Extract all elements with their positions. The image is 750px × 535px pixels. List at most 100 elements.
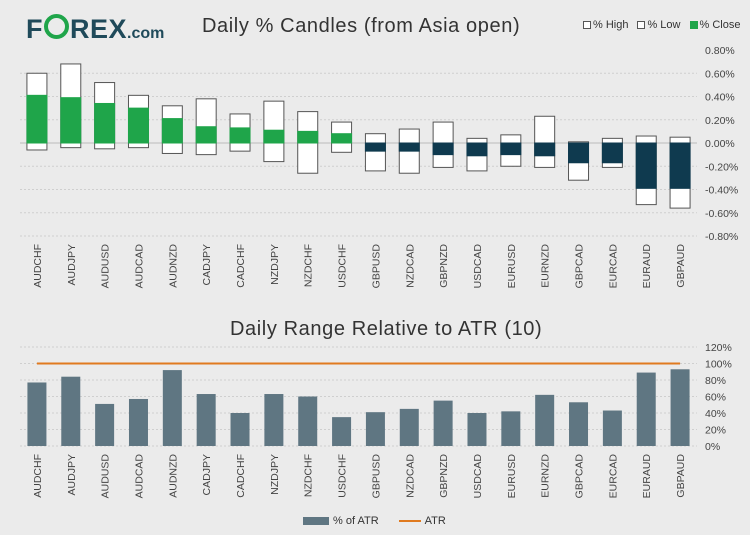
atr-chart-title: Daily Range Relative to ATR (10) bbox=[230, 318, 543, 340]
atr-bar bbox=[162, 370, 182, 446]
atr-bar bbox=[27, 382, 47, 446]
y-tick-label: 120% bbox=[705, 342, 732, 354]
x-tick-label: CADJPY bbox=[201, 244, 213, 285]
candle-body bbox=[229, 127, 251, 144]
x-tick-label: EURNZD bbox=[540, 244, 552, 288]
x-tick-label: EURAUD bbox=[641, 454, 653, 499]
y-tick-label: -0.80% bbox=[705, 231, 738, 243]
x-tick-label: USDCAD bbox=[472, 454, 484, 499]
atr-bar bbox=[433, 400, 453, 446]
atr-bar bbox=[636, 372, 656, 446]
x-tick-label: AUDCHF bbox=[32, 244, 44, 288]
legend-close-swatch bbox=[689, 21, 698, 29]
x-tick-label: NZDCHF bbox=[303, 454, 315, 497]
x-tick-label: AUDNZD bbox=[167, 244, 179, 288]
x-tick-label: USDCAD bbox=[472, 244, 484, 289]
legend-close-label: % Close bbox=[699, 19, 741, 31]
candle-range bbox=[364, 133, 386, 172]
logo-o-ring: O bbox=[44, 14, 69, 39]
x-tick-label: AUDJPY bbox=[66, 454, 78, 495]
atr-bar bbox=[61, 376, 81, 446]
x-tick-label: EURNZD bbox=[540, 454, 552, 498]
candle-body bbox=[635, 142, 657, 189]
y-tick-label: 80% bbox=[705, 375, 726, 387]
candle-body bbox=[60, 97, 82, 144]
atr-bar bbox=[670, 369, 690, 446]
y-tick-label: 100% bbox=[705, 359, 732, 371]
atr-bar bbox=[535, 394, 555, 446]
atr-bar bbox=[230, 413, 250, 446]
atr-bar bbox=[467, 413, 487, 446]
candle-body bbox=[364, 142, 386, 152]
forex-logo[interactable]: FOREX.com bbox=[26, 14, 164, 45]
logo-domain: .com bbox=[127, 25, 165, 42]
y-tick-label: 0% bbox=[705, 441, 720, 453]
x-tick-label: GBPAUD bbox=[675, 244, 687, 288]
candles-chart-title: Daily % Candles (from Asia open) bbox=[202, 15, 521, 37]
logo-letter-f: F bbox=[26, 14, 43, 44]
candle-body bbox=[127, 107, 149, 144]
x-tick-label: EURCAD bbox=[607, 244, 619, 289]
legend-atr-label: ATR bbox=[424, 515, 446, 527]
x-tick-label: CADCHF bbox=[235, 244, 247, 288]
candle-body bbox=[26, 94, 48, 144]
candle-body bbox=[297, 130, 319, 144]
y-tick-label: 0.20% bbox=[705, 115, 735, 127]
x-tick-label: USDCHF bbox=[337, 454, 349, 498]
y-tick-label: -0.60% bbox=[705, 208, 738, 220]
x-tick-label: AUDCAD bbox=[133, 454, 145, 499]
x-tick-label: GBPAUD bbox=[675, 454, 687, 498]
x-tick-label: EURUSD bbox=[506, 244, 518, 289]
atr-bar bbox=[399, 408, 419, 446]
x-tick-label: NZDJPY bbox=[269, 454, 281, 495]
x-tick-label: NZDCAD bbox=[404, 244, 416, 288]
x-tick-label: GBPUSD bbox=[370, 454, 382, 499]
atr-bar bbox=[501, 411, 521, 446]
x-tick-label: AUDUSD bbox=[100, 454, 112, 499]
candle-body bbox=[500, 142, 522, 156]
y-tick-label: 0.60% bbox=[705, 68, 735, 80]
x-tick-label: USDCHF bbox=[337, 244, 349, 288]
legend-low-swatch bbox=[637, 21, 646, 29]
x-tick-label: GBPNZD bbox=[438, 454, 450, 498]
atr-bar bbox=[365, 412, 385, 446]
candle-body bbox=[466, 142, 488, 157]
legend-low-label: % Low bbox=[647, 19, 681, 31]
legend-atr-swatch bbox=[398, 520, 421, 522]
x-tick-label: GBPUSD bbox=[370, 244, 382, 289]
y-tick-label: -0.40% bbox=[705, 185, 738, 197]
x-tick-label: EURCAD bbox=[607, 454, 619, 499]
candle-range bbox=[534, 115, 556, 168]
x-tick-label: GBPNZD bbox=[438, 244, 450, 288]
y-tick-label: 0.00% bbox=[705, 138, 735, 150]
y-tick-label: 0.40% bbox=[705, 92, 735, 104]
y-tick-label: -0.20% bbox=[705, 161, 738, 173]
candle-body bbox=[161, 118, 183, 144]
candle-body bbox=[601, 142, 623, 164]
x-tick-label: NZDJPY bbox=[269, 244, 281, 285]
x-tick-label: AUDNZD bbox=[167, 454, 179, 498]
x-tick-label: EURUSD bbox=[506, 454, 518, 499]
candle-body bbox=[195, 126, 217, 144]
x-tick-label: EURAUD bbox=[641, 244, 653, 289]
candle-body bbox=[94, 102, 116, 144]
atr-bar bbox=[298, 396, 318, 446]
atr-legend: % of ATR ATR bbox=[303, 515, 446, 527]
atr-bar bbox=[602, 410, 622, 446]
x-tick-label: NZDCHF bbox=[303, 244, 315, 287]
x-tick-label: AUDCAD bbox=[133, 244, 145, 289]
legend-high-swatch bbox=[583, 21, 591, 29]
x-tick-label: CADJPY bbox=[201, 454, 213, 495]
candles-legend: % High % Low % Close bbox=[583, 19, 740, 31]
candle-body bbox=[568, 142, 590, 164]
atr-bar bbox=[264, 394, 284, 446]
x-tick-label: GBPCAD bbox=[574, 244, 586, 289]
candle-body bbox=[331, 133, 353, 144]
legend-high-label: % High bbox=[593, 19, 629, 31]
candle-body bbox=[398, 142, 420, 152]
atr-bar bbox=[128, 398, 148, 446]
candle-body bbox=[669, 142, 691, 189]
x-tick-label: AUDJPY bbox=[66, 244, 78, 285]
x-tick-label: AUDUSD bbox=[100, 244, 112, 289]
x-tick-label: GBPCAD bbox=[574, 454, 586, 499]
